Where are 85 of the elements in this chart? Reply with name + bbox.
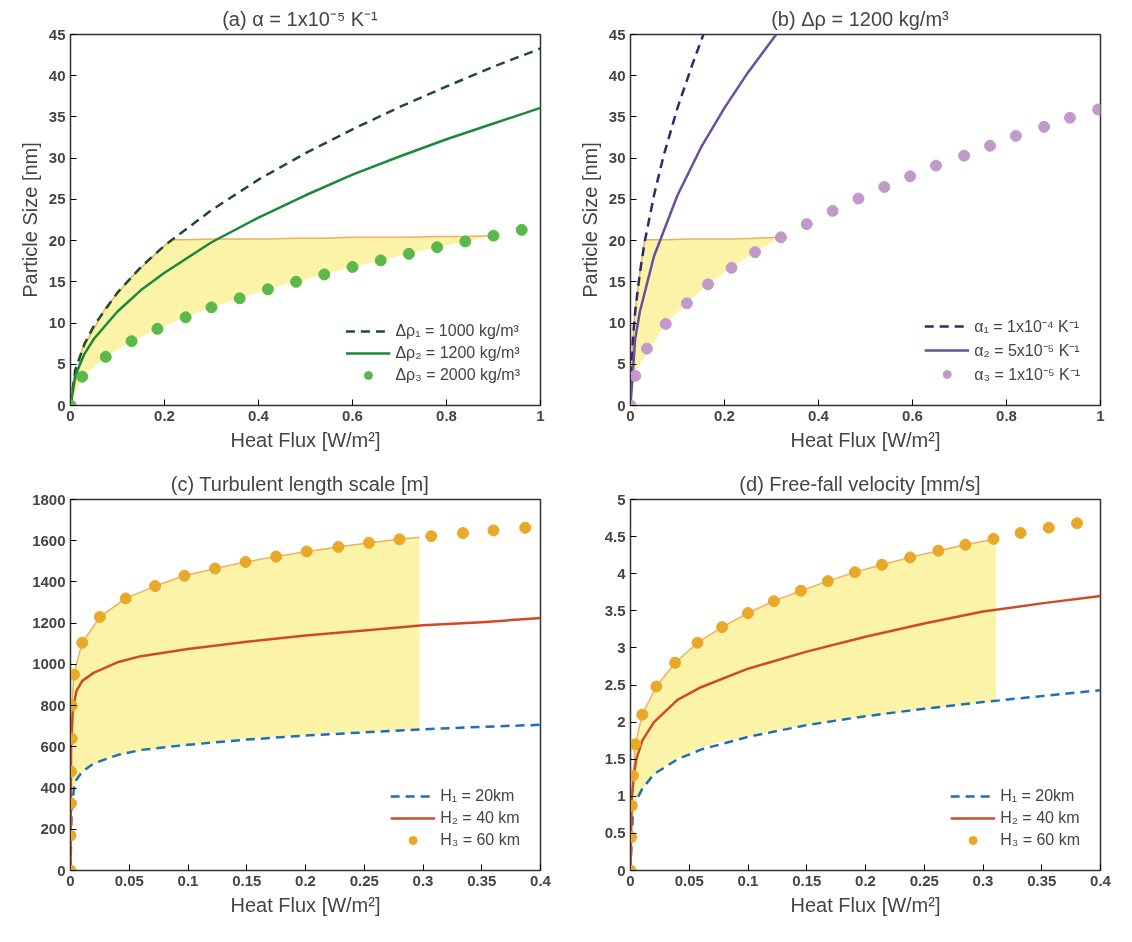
x-tick-label: 0.1 (737, 871, 759, 889)
x-tick-label: 0.3 (412, 871, 434, 889)
y-tick-label: 5 (57, 355, 66, 373)
legend-label: H₁ = 20km (440, 787, 515, 805)
legend-label: α₃ = 1x10⁻⁵ K⁻¹ (974, 365, 1080, 385)
x-tick-label: 0.1 (177, 871, 199, 889)
y-tick-label: 5 (617, 490, 626, 508)
legend-label: α₂ = 5x10⁻⁵ K⁻¹ (974, 341, 1080, 361)
x-tick-label: 0.25 (909, 871, 939, 889)
x-tick-label: 1 (536, 406, 545, 424)
y-tick-label: 25 (48, 190, 66, 208)
x-tick-label: 0.2 (714, 406, 735, 424)
y-tick-label: 5 (617, 355, 626, 373)
y-tick-label: 25 (608, 190, 626, 208)
x-tick-label: 0.4 (808, 406, 830, 424)
y-tick-label: 800 (40, 696, 66, 714)
legend-label: Δρ₁ = 1000 kg/m³ (395, 322, 519, 340)
x-axis-title: Heat Flux [W/m²] (790, 893, 941, 916)
x-axis-title: Heat Flux [W/m²] (230, 428, 381, 451)
y-tick-label: 3 (617, 638, 626, 656)
y-tick-label: 45 (48, 25, 66, 43)
y-tick-label: 30 (608, 149, 626, 167)
legend-label: H₂ = 40 km (440, 809, 520, 827)
y-tick-label: 2 (617, 713, 626, 731)
x-tick-label: 0.8 (436, 406, 457, 424)
y-tick-label: 1800 (32, 490, 66, 508)
x-tick-label: 0.15 (792, 871, 822, 889)
y-tick-label: 3.5 (604, 601, 626, 619)
y-tick-label: 600 (40, 737, 66, 755)
y-tick-label: 20 (608, 231, 626, 249)
y-tick-label: 1400 (32, 572, 66, 590)
x-tick-label: 0.15 (232, 871, 262, 889)
y-axis-title: Particle Size [nm] (578, 142, 601, 298)
x-tick-label: 0.35 (1027, 871, 1057, 889)
x-tick-label: 0.4 (248, 406, 270, 424)
x-tick-label: 0.25 (349, 871, 379, 889)
y-tick-label: 200 (40, 820, 66, 838)
x-tick-label: 0.05 (114, 871, 144, 889)
x-axis-title: Heat Flux [W/m²] (790, 428, 941, 451)
y-tick-label: 4 (617, 564, 627, 582)
x-tick-label: 0.6 (342, 406, 363, 424)
legend-label: H₂ = 40 km (1000, 809, 1080, 827)
y-tick-label: 15 (48, 272, 66, 290)
legend-label: α₁ = 1x10⁻⁴ K⁻¹ (974, 317, 1080, 337)
y-tick-label: 1.5 (604, 750, 626, 768)
y-tick-label: 15 (608, 272, 626, 290)
x-tick-label: 0.2 (855, 871, 876, 889)
y-tick-label: 45 (608, 25, 626, 43)
y-axis-title: Particle Size [nm] (18, 142, 41, 298)
y-tick-label: 10 (48, 314, 66, 332)
x-tick-label: 0.6 (902, 406, 923, 424)
y-tick-label: 4.5 (604, 527, 626, 545)
y-tick-label: 1200 (32, 614, 66, 632)
legend-label: H₁ = 20km (1000, 787, 1075, 805)
legend-label: H₃ = 60 km (440, 831, 520, 849)
x-tick-label: 0.35 (467, 871, 497, 889)
x-tick-label: 0.2 (154, 406, 175, 424)
y-tick-label: 40 (608, 66, 626, 84)
chart-title: (a) α = 1x10⁻⁵ K⁻¹ (222, 7, 379, 30)
chart-title: (c) Turbulent length scale [m] (170, 472, 429, 495)
y-tick-label: 10 (608, 314, 626, 332)
x-tick-label: 0.4 (530, 871, 552, 889)
y-tick-label: 1 (617, 787, 626, 805)
chart-title: (d) Free-fall velocity [mm/s] (739, 472, 981, 495)
y-tick-label: 20 (48, 231, 66, 249)
chart-title: (b) Δρ = 1200 kg/m³ (771, 7, 950, 30)
x-tick-label: 0.4 (1090, 871, 1112, 889)
y-tick-label: 400 (40, 779, 66, 797)
x-axis-title: Heat Flux [W/m²] (230, 893, 381, 916)
x-tick-label: 0.3 (972, 871, 994, 889)
y-tick-label: 1000 (32, 655, 66, 673)
y-tick-label: 2.5 (604, 676, 626, 693)
x-tick-label: 0.8 (996, 406, 1017, 424)
y-tick-label: 40 (48, 66, 66, 84)
y-tick-label: 1600 (32, 531, 66, 549)
legend-label: H₃ = 60 km (1000, 831, 1080, 849)
x-tick-label: 0.2 (295, 871, 316, 889)
legend-label: Δρ₃ = 2000 kg/m³ (395, 366, 520, 384)
x-tick-label: 1 (1096, 406, 1105, 424)
x-tick-label: 0.05 (674, 871, 704, 889)
y-tick-label: 0.5 (604, 824, 626, 842)
legend-label: Δρ₂ = 1200 kg/m³ (395, 344, 520, 362)
y-tick-label: 35 (608, 107, 626, 125)
y-tick-label: 35 (48, 107, 66, 125)
y-tick-label: 30 (48, 149, 66, 167)
